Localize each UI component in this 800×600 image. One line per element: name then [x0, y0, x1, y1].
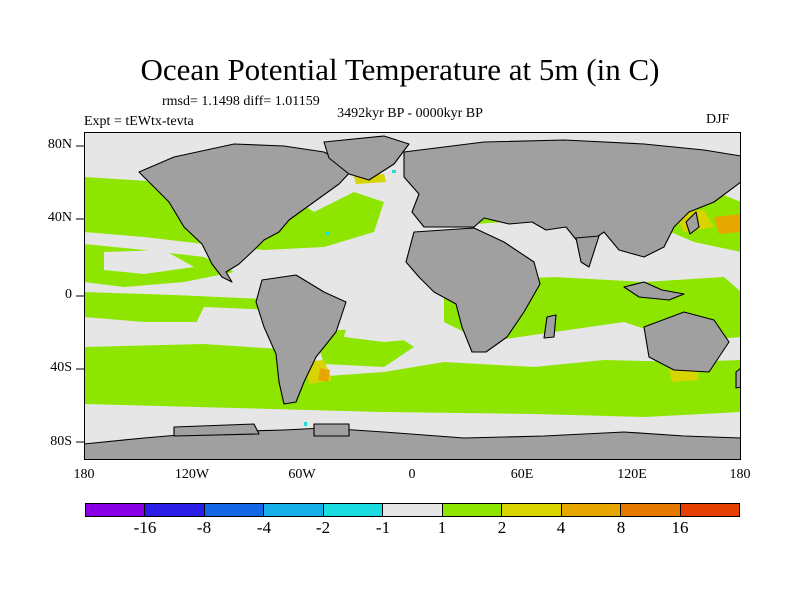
colorbar-cell [264, 504, 324, 516]
colorbar-label: 2 [497, 518, 507, 537]
cool-spots [304, 170, 396, 426]
map-title: Ocean Potential Temperature at 5m (in C) [140, 52, 660, 87]
y-label-0: 0 [65, 287, 72, 302]
india [575, 235, 600, 268]
y-label-80s: 80S [50, 434, 72, 449]
japan [685, 211, 700, 235]
australia [643, 311, 730, 373]
colorbar-cell [442, 504, 503, 516]
x-label-0: 0 [408, 467, 416, 482]
x-label-120w: 120W [174, 467, 210, 482]
colorbar-label: -1 [375, 518, 391, 537]
colorbar-label: 4 [556, 518, 566, 537]
season-label: DJF [706, 112, 730, 127]
cool-spot [392, 170, 396, 173]
x-label-60w: 60W [288, 467, 316, 482]
colorbar-label: 8 [616, 518, 626, 537]
y-label-40n: 40N [47, 210, 72, 225]
experiment-label: Expt = tEWtx-tevta [84, 114, 194, 129]
x-label-60e: 60E [510, 467, 534, 482]
colorbar-cell [145, 504, 205, 516]
x-label-180e: 180 [729, 467, 751, 482]
time-period-label: 3492kyr BP - 0000kyr BP [337, 106, 483, 121]
colorbar-label: -2 [315, 518, 331, 537]
colorbar-cell [323, 504, 384, 516]
nw-pacific-strong [714, 214, 741, 234]
africa [405, 227, 541, 353]
south-america [255, 274, 347, 405]
greenland [323, 135, 410, 181]
cool-spot [326, 232, 329, 235]
colorbar-label: -8 [196, 518, 212, 537]
map-frame [84, 132, 741, 460]
colorbar-cell [621, 504, 681, 516]
colorbar-cell [502, 504, 562, 516]
colorbar-cell [383, 504, 443, 516]
new-zealand [735, 367, 741, 389]
y-label-40s: 40S [50, 360, 72, 375]
eurasia [403, 139, 741, 258]
colorbar-cell [680, 504, 739, 516]
rmsd-stats: rmsd= 1.1498 diff= 1.01159 [162, 94, 320, 109]
colorbar [85, 503, 740, 517]
colorbar-label: -4 [256, 518, 272, 537]
indonesia [623, 281, 685, 301]
y-label-80n: 80N [47, 137, 72, 152]
antarctic-shelf [173, 423, 260, 437]
x-label-180w: 180 [73, 467, 95, 482]
colorbar-label: 1 [437, 518, 447, 537]
madagascar [543, 314, 557, 339]
colorbar-cell [561, 504, 622, 516]
x-label-120e: 120E [617, 467, 647, 482]
colorbar-cell [204, 504, 265, 516]
cool-spot [304, 422, 307, 426]
y-axis-ticks [76, 145, 84, 443]
colorbar-label: -16 [133, 518, 157, 537]
colorbar-cell [86, 504, 146, 516]
landmasses [84, 135, 741, 460]
south-atlantic-neutral [344, 310, 439, 342]
north-america [138, 143, 355, 283]
southern-ocean-warm [84, 344, 741, 417]
antarctic-shelf-2 [313, 423, 350, 437]
south-atlantic-strong [318, 368, 330, 382]
south-pacific-warm [84, 364, 284, 390]
central-pacific-neutral [104, 250, 194, 274]
colorbar-label: 16 [671, 518, 689, 537]
temperature-map [84, 132, 741, 460]
